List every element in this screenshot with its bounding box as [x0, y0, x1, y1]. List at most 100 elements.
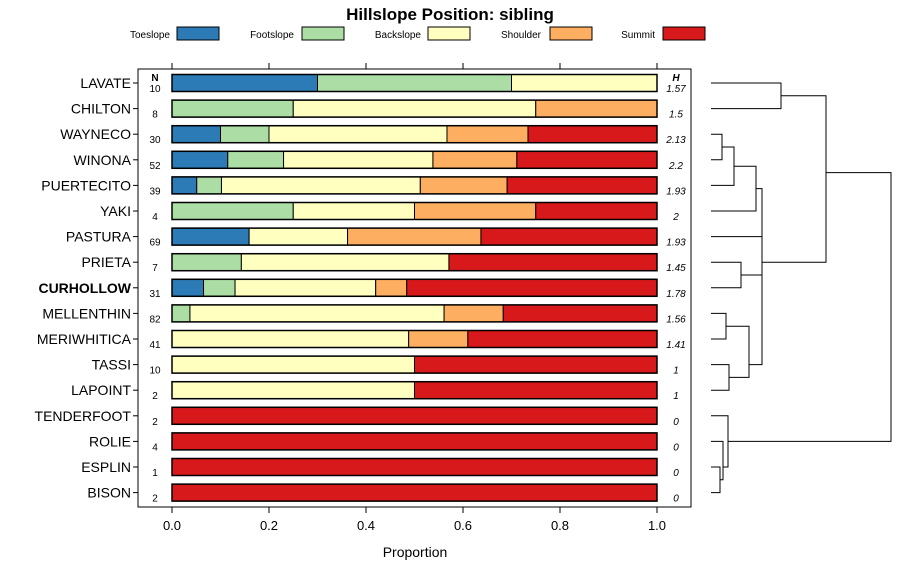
bar-segment-winona-backslope [283, 150, 434, 169]
n-value-tassi: 10 [149, 366, 161, 377]
bar-row-chilton: CHILTON 8 1.5 [71, 99, 683, 121]
n-value-meriwhitica: 41 [149, 340, 161, 351]
bar-segment-chilton-footslope [171, 99, 294, 118]
bar-segment-puertecito-footslope [196, 176, 222, 195]
h-header: H [672, 73, 680, 84]
dendrogram-branch [711, 261, 742, 289]
bar-outline-mellenthin [171, 304, 658, 323]
h-value-winona: 2.2 [668, 161, 683, 172]
bar-outline-puertecito [171, 176, 658, 195]
legend-label-footslope: Footslope [250, 30, 294, 41]
n-value-lavate: 10 [149, 84, 161, 95]
bar-segment-tenderfoot-summit [171, 406, 658, 425]
legend-swatch-footslope [301, 26, 345, 41]
dendrogram-branch [726, 325, 750, 378]
h-value-puertecito: 1.93 [666, 186, 686, 197]
bar-segment-lavate-toeslope [171, 74, 318, 92]
bar-row-pastura: PASTURA 69 1.93 [66, 227, 686, 249]
h-value-prieta: 1.45 [666, 263, 686, 274]
bar-outline-lapoint [171, 380, 658, 400]
bar-segment-lapoint-summit [414, 381, 658, 400]
bar-segment-prieta-backslope [240, 253, 450, 272]
x-tick-label: 0.4 [357, 518, 375, 533]
bar-segment-pastura-shoulder [347, 227, 482, 246]
dendrogram-branch [711, 133, 723, 161]
bar-segment-lavate-footslope [317, 74, 512, 92]
h-value-curhollow: 1.78 [666, 289, 686, 300]
bar-outline-wayneco [171, 124, 658, 144]
n-value-bison: 2 [152, 494, 158, 505]
bar-segment-bison-summit [171, 483, 658, 502]
row-label-meriwhitica: MERIWHITICA [37, 331, 132, 347]
dendrogram-branch [711, 440, 724, 481]
x-tick-label: 0.6 [454, 518, 472, 533]
h-value-tenderfoot: 0 [673, 417, 679, 428]
row-label-lapoint: LAPOINT [71, 382, 131, 398]
bar-segment-mellenthin-footslope [171, 304, 191, 323]
bar-outline-meriwhitica [171, 329, 658, 349]
bar-row-lapoint: LAPOINT 2 1 [71, 380, 679, 402]
bar-segment-mellenthin-summit [502, 304, 658, 323]
bar-segment-puertecito-toeslope [171, 176, 198, 195]
legend-swatch-summit [662, 26, 706, 41]
bar-row-wayneco: WAYNECO 30 2.13 [60, 124, 686, 146]
bar-segment-meriwhitica-shoulder [408, 330, 469, 348]
h-value-tassi: 1 [673, 366, 679, 377]
bar-outline-winona [171, 150, 658, 170]
bar-segment-curhollow-summit [406, 278, 658, 297]
h-value-bison: 0 [673, 494, 679, 505]
bar-outline-esplin [171, 457, 658, 477]
bar-segment-puertecito-backslope [220, 176, 421, 195]
bar-segment-wayneco-toeslope [171, 125, 221, 144]
dendrogram-branch [762, 95, 827, 263]
dendrogram-branch [728, 172, 892, 442]
bar-row-yaki: YAKI 4 2 [100, 201, 679, 223]
bar-outline-yaki [171, 201, 658, 221]
n-value-winona: 52 [149, 161, 161, 172]
row-label-curhollow: CURHOLLOW [38, 280, 131, 296]
bar-segment-mellenthin-shoulder [443, 304, 504, 323]
x-tick-label: 0.0 [163, 518, 181, 533]
bar-segment-puertecito-summit [506, 176, 658, 195]
bar-segment-winona-shoulder [432, 150, 518, 169]
bar-row-puertecito: PUERTECITO 39 1.93 [41, 176, 686, 197]
chart-title: Hillslope Position: sibling [346, 5, 554, 24]
bar-outline-pastura [171, 227, 658, 246]
legend-label-toeslope: Toeslope [130, 30, 170, 41]
bar-row-rolie: ROLIE 4 0 [89, 432, 679, 453]
bar-segment-yaki-backslope [292, 202, 415, 220]
bar-segment-prieta-footslope [171, 253, 242, 272]
row-label-chilton: CHILTON [71, 101, 131, 117]
dendrogram-branch [711, 82, 782, 110]
dendrogram-branch [711, 312, 727, 340]
bar-segment-rolie-summit [171, 432, 658, 451]
bar-segment-tassi-summit [414, 355, 658, 374]
n-value-mellenthin: 82 [149, 314, 161, 325]
row-label-puertecito: PUERTECITO [41, 177, 131, 193]
bar-segment-pastura-summit [480, 227, 658, 246]
bar-segment-prieta-summit [448, 253, 658, 272]
x-axis: 0.0 0.2 0.4 0.6 0.8 1.0 [163, 63, 666, 533]
row-label-esplin: ESPLIN [81, 459, 131, 475]
bar-segment-pastura-toeslope [171, 227, 250, 246]
n-value-puertecito: 39 [149, 186, 161, 197]
bar-segment-puertecito-shoulder [419, 176, 508, 195]
h-value-pastura: 1.93 [666, 238, 686, 249]
bar-segment-yaki-summit [535, 202, 658, 220]
row-label-mellenthin: MELLENTHIN [42, 305, 131, 321]
n-value-chilton: 8 [152, 110, 158, 121]
bar-outline-bison [171, 483, 658, 502]
legend-label-backslope: Backslope [375, 30, 422, 41]
row-label-wayneco: WAYNECO [60, 126, 131, 142]
h-value-wayneco: 2.13 [665, 135, 686, 146]
dendrogram-branch [711, 466, 721, 494]
dendrogram-branch [711, 364, 730, 391]
n-value-rolie: 4 [152, 442, 158, 453]
bar-outline-curhollow [171, 278, 658, 298]
bar-segment-tassi-backslope [171, 355, 415, 374]
row-label-pastura: PASTURA [66, 229, 132, 245]
dendrogram-branch [711, 236, 763, 366]
bar-row-bison: BISON 2 0 [87, 483, 679, 505]
